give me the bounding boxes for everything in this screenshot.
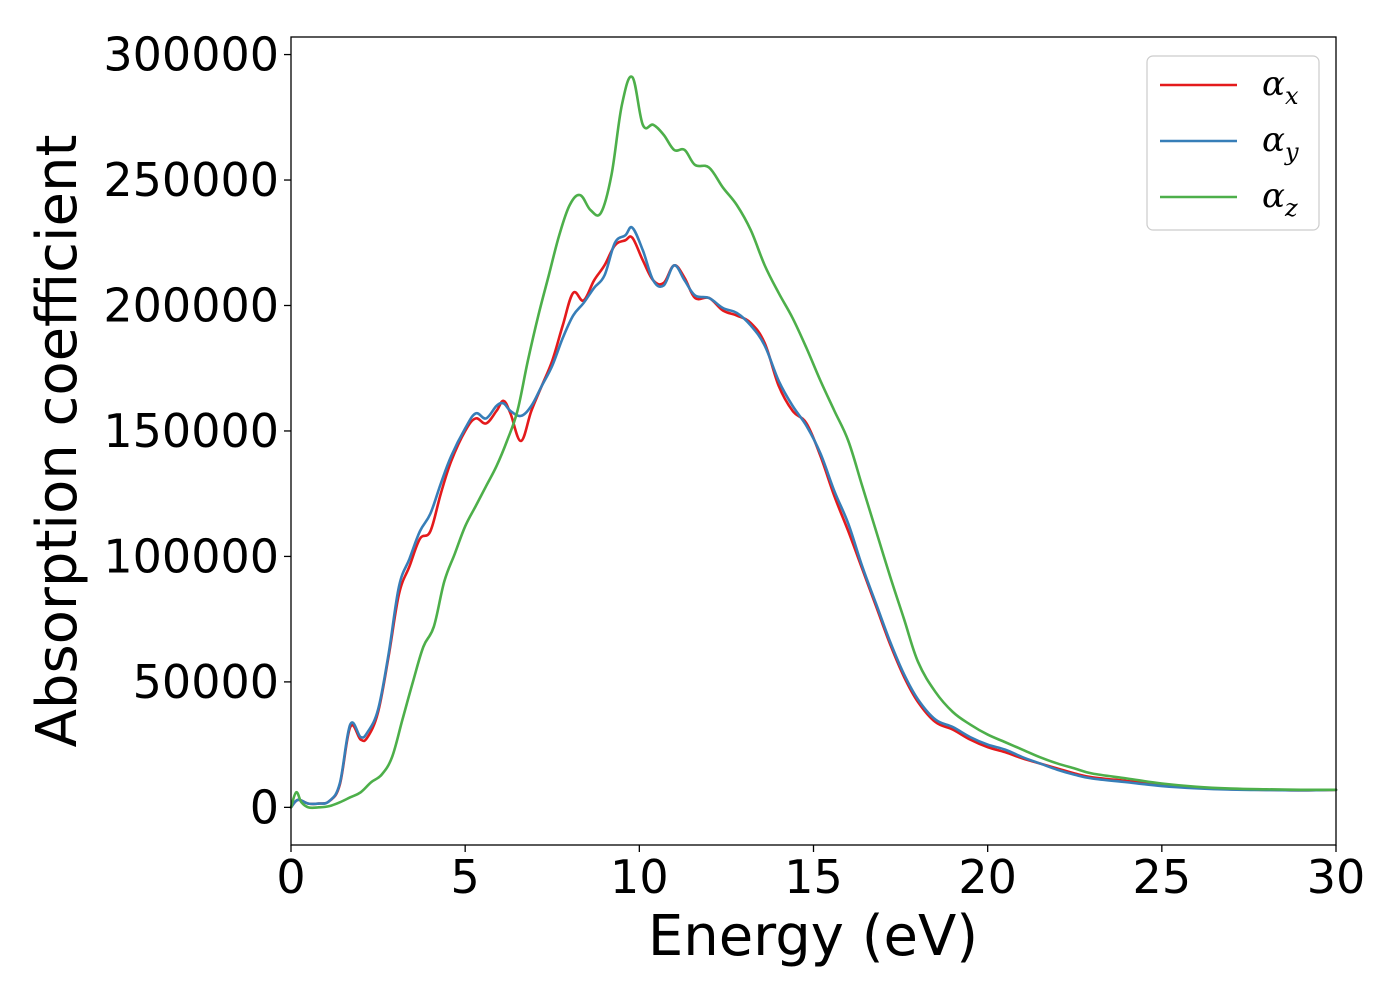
x-tick-label: 15	[784, 850, 843, 904]
y-axis-title: Absorption coefficient	[25, 135, 90, 748]
x-tick-label: 20	[958, 850, 1017, 904]
x-tick-label: 10	[610, 850, 669, 904]
series-line-z	[289, 75, 1338, 810]
legend-symbol: α	[1262, 64, 1285, 104]
x-axis-title: Energy (eV)	[648, 904, 978, 969]
legend-box	[1146, 55, 1320, 231]
series-line-y	[289, 225, 1338, 809]
legend-subscript: y	[1284, 138, 1299, 166]
x-tick-label: 5	[451, 850, 480, 904]
y-tick-label: 100000	[103, 529, 279, 583]
legend-label-z: αz	[1262, 176, 1298, 222]
legend-subscript: x	[1285, 82, 1299, 110]
legend-label-x: αx	[1262, 64, 1299, 110]
y-axis: 0 50000 100000 150000 200000 250000 300000	[103, 28, 291, 834]
legend-subscript: z	[1284, 194, 1298, 222]
x-axis: 0 5 10 15 20 25 30	[276, 845, 1365, 904]
legend-symbol: α	[1262, 120, 1285, 160]
x-tick-label: 25	[1133, 850, 1192, 904]
legend-label-y: αy	[1262, 120, 1299, 166]
legend-symbol: α	[1262, 176, 1285, 216]
y-tick-label: 0	[250, 780, 279, 834]
y-tick-label: 200000	[103, 278, 279, 332]
y-tick-label: 250000	[103, 153, 279, 207]
x-tick-label: 0	[276, 850, 305, 904]
y-tick-label: 300000	[103, 28, 279, 82]
plot-lines	[289, 75, 1338, 810]
series-line-x	[289, 235, 1338, 809]
x-tick-label: 30	[1307, 850, 1366, 904]
y-tick-label: 150000	[103, 404, 279, 458]
y-tick-label: 50000	[133, 655, 279, 709]
